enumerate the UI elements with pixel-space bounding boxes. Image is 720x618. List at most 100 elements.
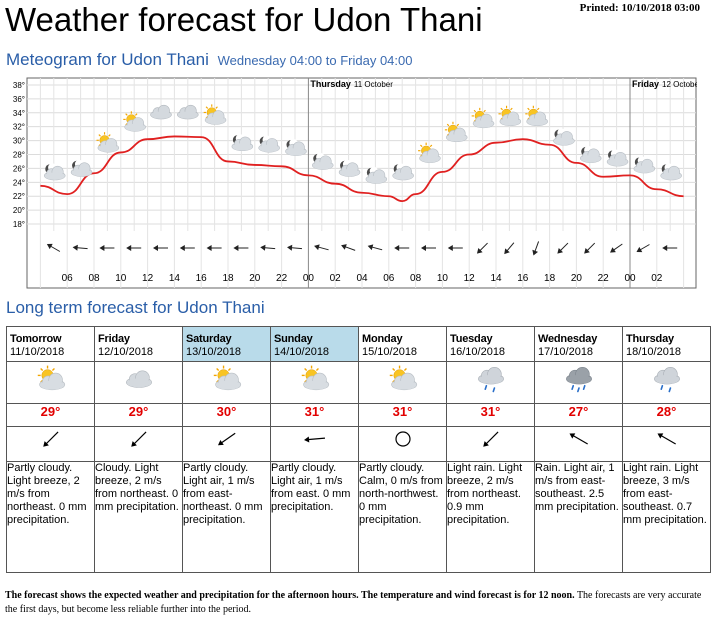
day-temperature: 29°	[6, 403, 95, 427]
wind-arrow	[662, 245, 678, 251]
day-description: Partly cloudy. Light air, 1 m/s from eas…	[270, 461, 359, 573]
partly-cloudy-day-icon	[301, 365, 329, 391]
day-temperature: 31°	[270, 403, 359, 427]
day-temperature: 31°	[358, 403, 447, 427]
partly-cloudy-night-icon	[70, 159, 93, 177]
wind-arrow-icon	[568, 433, 588, 445]
wind-arrow	[476, 242, 488, 254]
day-name: Wednesday	[538, 333, 598, 345]
meteogram-title: Meteogram for Udon Thani	[6, 50, 209, 69]
x-tick-label: 20	[571, 273, 583, 284]
day-marker-name: Friday	[632, 79, 659, 89]
y-tick-label: 20°	[13, 206, 25, 215]
y-tick-label: 24°	[13, 178, 25, 187]
wind-arrow-icon	[656, 433, 676, 445]
partly-cloudy-night-icon	[392, 163, 414, 181]
day-temperature: 29°	[94, 403, 183, 427]
x-tick-label: 20	[249, 273, 261, 284]
y-tick-label: 36°	[13, 95, 25, 104]
partly-cloudy-day-icon	[213, 365, 241, 391]
partly-cloudy-night-icon	[553, 128, 575, 146]
day-date: 13/10/2018	[186, 346, 242, 358]
wind-arrow-icon	[42, 431, 58, 447]
partly-cloudy-night-icon	[285, 138, 307, 156]
day-marker-name: Thursday	[310, 79, 351, 89]
day-wind-cell	[622, 426, 711, 462]
x-tick-label: 06	[383, 273, 395, 284]
day-marker-date: 12 October	[662, 80, 697, 89]
day-description: Partly cloudy. Light breeze, 2 m/s from …	[6, 461, 95, 573]
partly-cloudy-day-icon	[203, 104, 227, 125]
x-tick-label: 12	[142, 273, 154, 284]
day-name: Tuesday	[450, 333, 493, 345]
meteogram-title-row: Meteogram for Udon Thani Wednesday 04:00…	[6, 50, 412, 70]
day-wind-cell	[358, 426, 447, 462]
day-header: Friday 12/10/2018	[94, 326, 183, 362]
footnote-text: The forecasts are very accurate the firs…	[5, 590, 702, 615]
partly-cloudy-day-icon	[123, 111, 146, 132]
x-tick-label: 10	[115, 273, 127, 284]
x-tick-label: 12	[464, 273, 476, 284]
cloudy-icon	[125, 370, 152, 388]
day-date: 12/10/2018	[98, 346, 154, 358]
wind-arrow-icon	[130, 431, 146, 447]
day-wind-cell	[182, 426, 271, 462]
wind-arrow	[99, 245, 115, 251]
x-tick-label: 06	[62, 273, 74, 284]
day-temperature: 27°	[534, 403, 623, 427]
longterm-table: Tomorrow 11/10/2018 Friday 12/10/2018 Saturd…	[6, 326, 711, 573]
longterm-icon-row	[6, 361, 711, 404]
footnote: The forecast shows the expected weather …	[5, 589, 705, 617]
partly-cloudy-night-icon	[231, 134, 254, 152]
day-temperature: 31°	[446, 403, 535, 427]
day-weather-cell	[182, 361, 271, 404]
meteogram-range: Wednesday 04:00 to Friday 04:00	[217, 53, 413, 68]
day-weather-cell	[358, 361, 447, 404]
day-weather-cell	[94, 361, 183, 404]
wind-arrow	[447, 245, 463, 251]
day-temperature: 28°	[622, 403, 711, 427]
wind-arrow	[260, 244, 276, 251]
wind-arrow	[532, 241, 540, 256]
wind-arrow	[46, 243, 61, 252]
partly-cloudy-night-icon	[338, 159, 361, 177]
day-name: Sunday	[274, 333, 313, 345]
partly-cloudy-day-icon	[471, 107, 495, 129]
day-description: Cloudy. Light breeze, 2 m/s from northea…	[94, 461, 183, 573]
wind-arrow	[179, 245, 195, 251]
day-description: Rain. Light air, 1 m/s from east-southea…	[534, 461, 623, 573]
partly-cloudy-day-icon	[418, 142, 441, 163]
wind-arrow	[153, 245, 168, 251]
day-weather-cell	[6, 361, 95, 404]
day-name: Tomorrow	[10, 333, 62, 345]
day-weather-cell	[446, 361, 535, 404]
day-header: Tomorrow 11/10/2018	[6, 326, 95, 362]
day-date: 17/10/2018	[538, 346, 594, 358]
x-tick-label: 22	[598, 273, 610, 284]
day-name: Monday	[362, 333, 403, 345]
footnote-bold: The forecast shows the expected weather …	[5, 590, 575, 601]
wind-arrow	[314, 244, 329, 251]
day-header: Thursday 18/10/2018	[622, 326, 711, 362]
partly-cloudy-day-icon	[444, 121, 468, 143]
partly-cloudy-night-icon	[365, 166, 388, 184]
day-header: Tuesday 16/10/2018	[446, 326, 535, 362]
page-title: Weather forecast for Udon Thani	[5, 1, 483, 38]
day-wind-cell	[446, 426, 535, 462]
longterm-title: Long term forecast for Udon Thani	[6, 298, 265, 317]
x-tick-label: 00	[624, 273, 636, 284]
longterm-desc-row: Partly cloudy. Light breeze, 2 m/s from …	[6, 461, 711, 573]
wind-arrow	[233, 245, 249, 251]
day-header: Sunday 14/10/2018	[270, 326, 359, 362]
wind-arrow-icon	[303, 436, 325, 443]
x-tick-label: 00	[303, 273, 315, 284]
y-tick-label: 34°	[13, 109, 25, 118]
day-date: 16/10/2018	[450, 346, 506, 358]
wind-arrow	[206, 245, 222, 251]
partly-cloudy-day-icon	[96, 132, 120, 153]
y-tick-label: 28°	[13, 151, 25, 160]
x-tick-label: 08	[410, 273, 422, 284]
day-weather-cell	[622, 361, 711, 404]
day-marker: Thursday 11 October	[310, 79, 393, 89]
